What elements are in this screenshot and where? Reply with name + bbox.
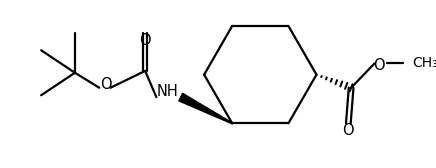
Text: CH₃: CH₃ [412,56,436,70]
Polygon shape [179,93,232,124]
Text: NH: NH [157,84,178,99]
Text: O: O [100,76,112,92]
Text: O: O [140,33,151,48]
Text: O: O [373,58,385,73]
Text: O: O [343,123,354,138]
